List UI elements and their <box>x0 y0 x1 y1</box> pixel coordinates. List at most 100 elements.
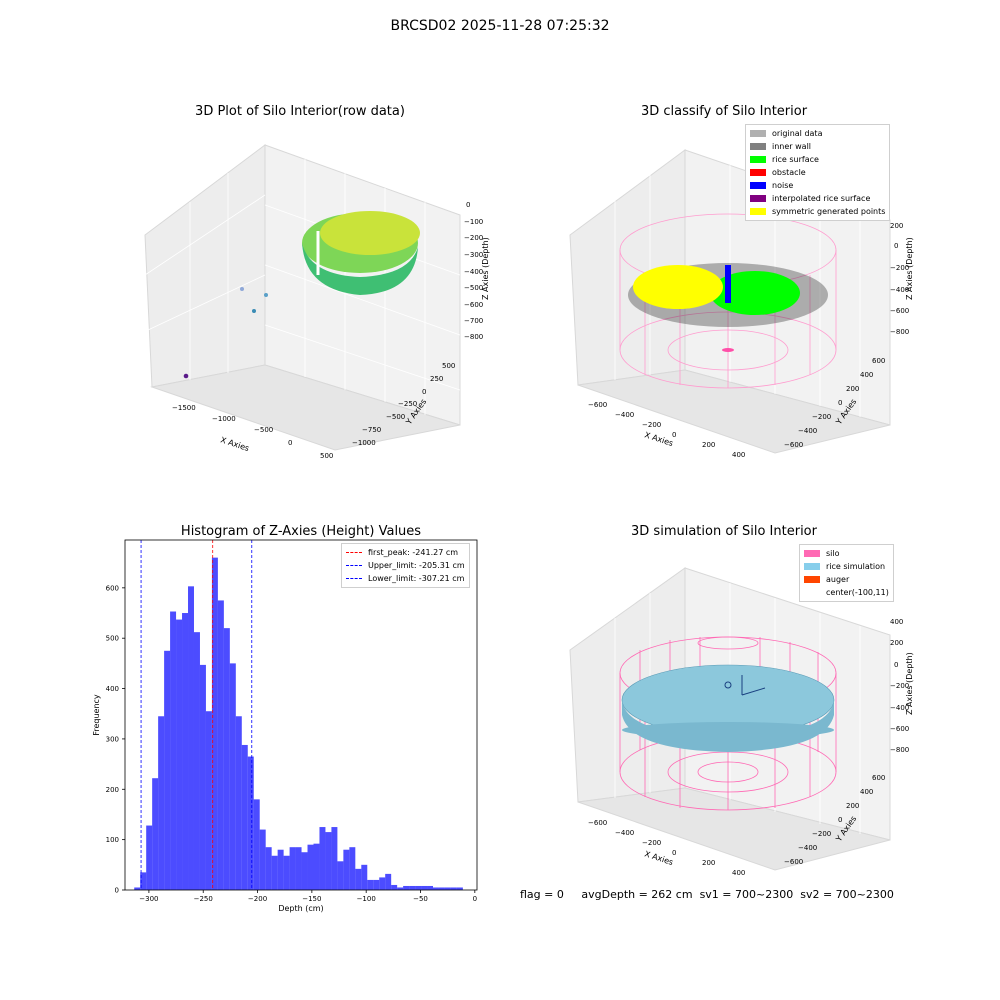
histogram-bar <box>164 650 171 890</box>
y-tick-label: 300 <box>106 735 119 743</box>
histogram-bar <box>325 832 332 890</box>
histogram-bar <box>337 861 344 890</box>
x-tick-label: −200 <box>248 895 267 903</box>
svg-text:−300: −300 <box>464 251 483 259</box>
svg-text:−700: −700 <box>464 317 483 325</box>
legend-center: center(-100,11) <box>804 586 889 599</box>
histogram-bar <box>229 663 236 890</box>
svg-text:−600: −600 <box>784 858 803 866</box>
histogram-bar <box>433 887 439 890</box>
svg-text:−750: −750 <box>362 426 381 434</box>
svg-text:200: 200 <box>846 385 859 393</box>
svg-text:250: 250 <box>430 375 443 383</box>
svg-text:−100: −100 <box>464 218 483 226</box>
histogram-bar <box>355 868 362 890</box>
swatch <box>804 550 820 557</box>
y-tick-label: 100 <box>106 836 119 844</box>
histogram-bar <box>140 872 147 890</box>
svg-text:0: 0 <box>672 431 676 439</box>
legend-original-data: original data <box>750 127 885 140</box>
swatch <box>750 143 766 150</box>
classify-legend: original data inner wall rice surface ob… <box>745 124 891 221</box>
histogram-bar <box>295 847 302 890</box>
svg-text:−600: −600 <box>890 725 909 733</box>
histogram-bar <box>319 827 326 890</box>
histogram-bar <box>271 855 278 890</box>
svg-text:0: 0 <box>894 242 898 250</box>
svg-text:−600: −600 <box>588 819 607 827</box>
swatch <box>750 182 766 189</box>
legend-line <box>346 565 362 566</box>
simulation-z-ticks: 400 200 0 −200 −400 −600 −800 <box>890 618 909 754</box>
svg-text:400: 400 <box>732 451 745 459</box>
raw-z-label: Z Axies (Depth) <box>481 237 490 300</box>
svg-text:−1500: −1500 <box>172 404 196 412</box>
histogram-bar <box>283 855 290 890</box>
histogram-bar <box>259 829 266 890</box>
histogram-bar <box>158 716 165 890</box>
histogram-bar <box>349 847 356 890</box>
svg-text:200: 200 <box>702 859 715 867</box>
svg-text:200: 200 <box>846 802 859 810</box>
y-tick-label: 600 <box>106 584 119 592</box>
simulation-floor-pane <box>577 787 891 871</box>
classify-silo-wireframe <box>619 213 837 389</box>
classify-x-ticks: −600 −400 −200 0 200 400 <box>588 401 745 459</box>
histogram-bar <box>331 827 338 890</box>
classify-x-label: X Axies <box>643 430 674 448</box>
raw-plot-title: 3D Plot of Silo Interior(row data) <box>195 104 405 119</box>
simulation-3d-plot: −600 −400 −200 0 200 400 X Axies 600 400… <box>569 567 914 877</box>
svg-text:−400: −400 <box>890 286 909 294</box>
simulation-x-label: X Axies <box>643 849 674 867</box>
svg-text:400: 400 <box>860 788 873 796</box>
histogram-bar <box>343 849 350 890</box>
histogram-bar <box>217 600 224 890</box>
histogram-bar <box>450 887 457 890</box>
classify-plot-title: 3D classify of Silo Interior <box>640 104 808 119</box>
histogram-bar <box>456 887 463 890</box>
simulation-y-ticks: 600 400 200 0 −200 −400 −600 <box>784 774 885 866</box>
histogram-bar <box>241 744 248 890</box>
simulation-x-ticks: −600 −400 −200 0 200 400 <box>588 819 745 877</box>
classify-symmetric-points <box>633 265 723 309</box>
figure-title: BRCSD02 2025-11-28 07:25:32 <box>390 18 610 34</box>
raw-z-ticks: 0 −100 −200 −300 −400 −500 −600 −700 −80… <box>464 201 483 341</box>
legend-noise: noise <box>750 179 885 192</box>
svg-text:200: 200 <box>702 441 715 449</box>
swatch <box>750 169 766 176</box>
histogram-bar <box>146 825 153 890</box>
svg-text:600: 600 <box>872 774 885 782</box>
histogram-bar <box>379 877 386 890</box>
swatch <box>750 208 766 215</box>
svg-text:0: 0 <box>894 661 898 669</box>
svg-text:−200: −200 <box>890 264 909 272</box>
histogram-bar <box>403 885 410 890</box>
svg-text:0: 0 <box>466 201 470 209</box>
histogram-bar <box>307 844 314 890</box>
raw-x-label: X Axies <box>219 435 250 453</box>
x-tick-label: −250 <box>194 895 213 903</box>
histogram-bar <box>170 611 177 890</box>
svg-text:−600: −600 <box>464 301 483 309</box>
simulation-center-marker <box>724 681 732 689</box>
svg-text:400: 400 <box>732 869 745 877</box>
svg-text:−800: −800 <box>890 328 909 336</box>
status-sv1: sv1 = 700~2300 <box>699 888 794 901</box>
histogram-bar <box>289 847 296 890</box>
legend-interpolated: interpolated rice surface <box>750 192 885 205</box>
x-tick-label: −100 <box>357 895 376 903</box>
status-line: flag = 0 avgDepth = 262 cm sv1 = 700~230… <box>520 888 894 901</box>
svg-text:−600: −600 <box>890 307 909 315</box>
classify-y-ticks: 600 400 200 0 −200 −400 −600 <box>784 357 885 449</box>
histogram-frame <box>124 539 478 891</box>
simulation-plot-title: 3D simulation of Silo Interior <box>631 524 817 539</box>
legend-rice-simulation: rice simulation <box>804 560 889 573</box>
status-flag: flag = 0 <box>520 888 564 901</box>
legend-rice-surface: rice surface <box>750 153 885 166</box>
x-tick-label: 0 <box>473 895 477 903</box>
swatch <box>750 130 766 137</box>
svg-text:−200: −200 <box>812 413 831 421</box>
simulation-legend: silo rice simulation auger center(-100,1… <box>799 544 894 602</box>
svg-text:−500: −500 <box>386 413 405 421</box>
legend-upper-limit: Upper_limit: -205.31 cm <box>346 559 465 572</box>
